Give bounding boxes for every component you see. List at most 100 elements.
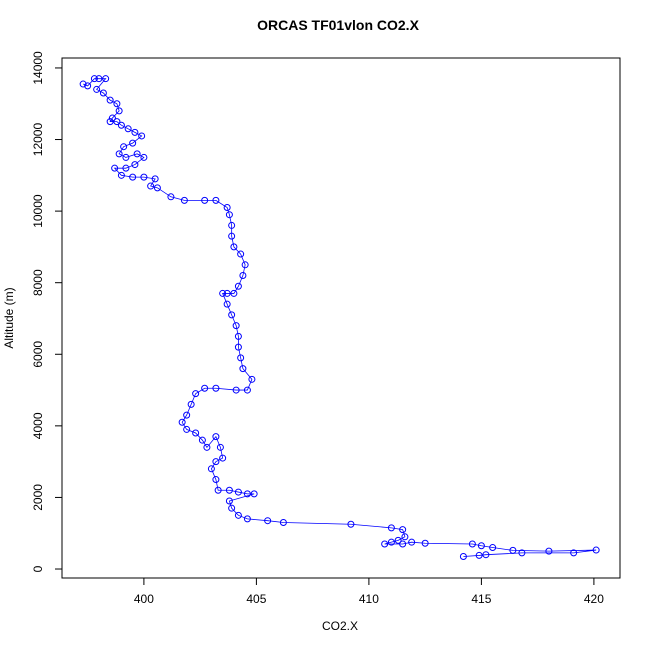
data-point [347, 520, 355, 528]
data-point [279, 518, 287, 526]
data-point [113, 100, 121, 108]
data-point [234, 511, 242, 519]
data-point [239, 365, 247, 373]
data-point [225, 497, 233, 505]
data-point [243, 386, 251, 394]
data-point [228, 311, 236, 319]
data-point [228, 232, 236, 240]
data-point [230, 289, 238, 297]
y-tick-label: 4000 [31, 412, 45, 439]
data-point [225, 486, 233, 494]
data-point [223, 300, 231, 308]
data-line [83, 78, 597, 557]
data-point [387, 524, 395, 532]
y-tick-label: 8000 [31, 269, 45, 296]
x-axis-label: CO2.X [322, 619, 358, 633]
data-point [459, 552, 467, 560]
data-point [106, 118, 114, 126]
data-point [203, 443, 211, 451]
data-point [234, 343, 242, 351]
data-point [223, 289, 231, 297]
data-point [95, 75, 103, 83]
data-point [131, 128, 139, 136]
data-point [90, 75, 98, 83]
data-point [129, 139, 137, 147]
data-point [216, 443, 224, 451]
data-point [237, 250, 245, 258]
data-point [153, 184, 161, 192]
data-point [545, 547, 553, 555]
y-tick-label: 12000 [31, 123, 45, 157]
y-tick-label: 2000 [31, 484, 45, 511]
data-point [201, 196, 209, 204]
data-point [381, 540, 389, 548]
data-point [248, 375, 256, 383]
data-point [250, 490, 258, 498]
data-point [243, 490, 251, 498]
data-point [124, 125, 132, 133]
data-point [122, 153, 130, 161]
data-point [394, 536, 402, 544]
data-point [140, 153, 148, 161]
data-point [225, 211, 233, 219]
data-point [108, 114, 116, 122]
data-point [408, 538, 416, 546]
data-point [477, 542, 485, 550]
data-point [212, 458, 220, 466]
x-tick-label: 410 [359, 592, 379, 606]
data-point [214, 486, 222, 494]
data-point [111, 164, 119, 172]
data-point [228, 221, 236, 229]
data-point [106, 96, 114, 104]
data-point [180, 196, 188, 204]
data-point [212, 433, 220, 441]
data-point [117, 121, 125, 129]
data-point [421, 539, 429, 547]
data-point [468, 540, 476, 548]
chart-title: ORCAS TF01vlon CO2.X [257, 17, 419, 33]
data-point [201, 384, 209, 392]
data-point [178, 418, 186, 426]
data-point [167, 193, 175, 201]
x-tick-label: 400 [134, 592, 154, 606]
y-tick-label: 14000 [31, 51, 45, 85]
data-point [399, 526, 407, 534]
data-point [122, 164, 130, 172]
data-point [234, 488, 242, 496]
data-point [230, 243, 238, 251]
x-tick-label: 405 [246, 592, 266, 606]
data-point [183, 425, 191, 433]
data-point [79, 80, 87, 88]
data-point [99, 89, 107, 97]
data-point [84, 82, 92, 90]
data-point [93, 85, 101, 93]
data-point [192, 390, 200, 398]
data-point [140, 173, 148, 181]
data-point [241, 261, 249, 269]
data-point [117, 171, 125, 179]
data-point [518, 549, 526, 557]
data-point [129, 173, 137, 181]
data-point [102, 75, 110, 83]
data-point [187, 400, 195, 408]
data-point [219, 454, 227, 462]
data-point [399, 540, 407, 548]
data-point [592, 546, 600, 554]
data-point [151, 175, 159, 183]
x-tick-label: 415 [471, 592, 491, 606]
data-point [234, 332, 242, 340]
data-point [509, 546, 517, 554]
data-point [482, 551, 490, 559]
data-point [228, 504, 236, 512]
data-point [138, 132, 146, 140]
data-point [212, 196, 220, 204]
data-point [570, 549, 578, 557]
data-point [113, 118, 121, 126]
data-point [264, 517, 272, 525]
data-point [183, 411, 191, 419]
data-point [401, 533, 409, 541]
data-point [239, 272, 247, 280]
data-point [232, 322, 240, 330]
data-point [232, 386, 240, 394]
